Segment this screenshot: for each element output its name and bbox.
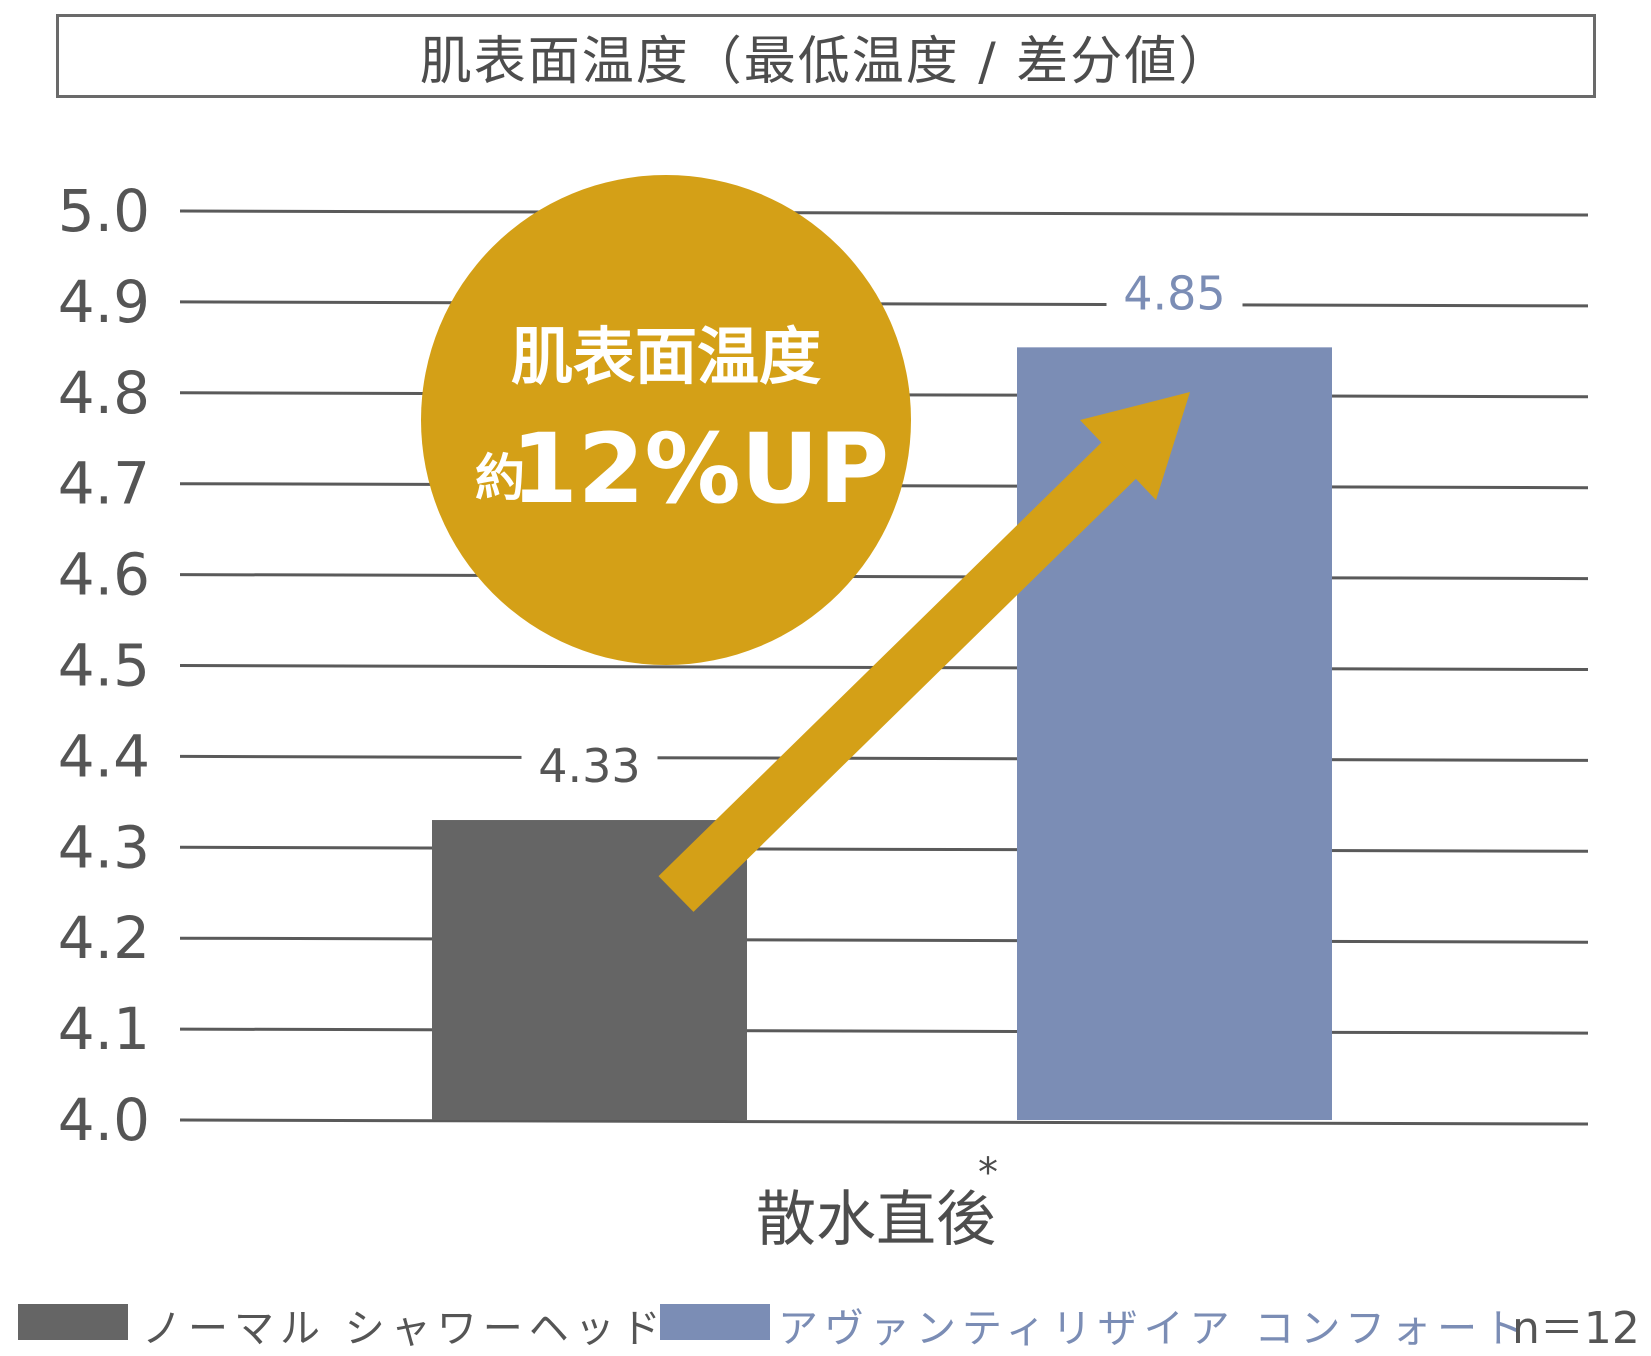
badge-value: 12%UP	[511, 413, 889, 525]
chart-title: 肌表面温度（最低温度 / 差分値）	[56, 14, 1596, 98]
gridline	[179, 573, 1589, 581]
gridline	[179, 1027, 1589, 1035]
y-tick-label: 4.2	[58, 904, 150, 972]
y-tick-label: 4.7	[58, 450, 150, 518]
gridline	[179, 209, 1589, 217]
trend-arrow-head	[1080, 392, 1190, 500]
y-tick-label: 4.6	[58, 541, 150, 609]
y-tick-label: 4.9	[58, 268, 150, 336]
bar-chart: 5.0 4.9 4.8 4.7 4.6 4.5 4.4 4.3 4.2 4.1 4.0 4.33 4.8…	[58, 175, 1589, 1255]
y-tick-label: 4.8	[58, 359, 150, 427]
x-category-label: 散水直後	[756, 1185, 996, 1255]
gridline	[179, 300, 1589, 308]
y-tick-label: 4.0	[58, 1086, 150, 1154]
annotation-badge	[421, 175, 911, 665]
badge-line-1: 肌表面温度	[511, 320, 821, 393]
y-tick-label: 5.0	[58, 177, 150, 245]
legend-label-avanti: アヴァンティリザイア コンフォート	[778, 1306, 1530, 1352]
category-note: *	[978, 1150, 998, 1196]
y-tick-label: 4.4	[58, 722, 150, 790]
y-tick-label: 4.5	[58, 632, 150, 700]
legend-label-normal: ノーマル シャワーヘッド	[142, 1306, 667, 1352]
gridline	[179, 845, 1589, 853]
y-tick-label: 4.1	[58, 995, 150, 1063]
data-label-bg	[521, 742, 658, 797]
bar-1	[1017, 347, 1332, 1121]
trend-arrow-shaft	[658, 412, 1168, 912]
sample-size: n＝12	[1512, 1303, 1640, 1354]
y-tick-label: 4.3	[58, 813, 150, 881]
gridline	[179, 936, 1589, 944]
data-label-1: 4.85	[1123, 266, 1225, 320]
legend-swatch-avanti	[660, 1304, 770, 1340]
legend: ノーマル シャワーヘッド アヴァンティリザイア コンフォート n＝12	[0, 1298, 1651, 1354]
gridline	[179, 754, 1589, 762]
data-label-0: 4.33	[538, 739, 640, 793]
data-label-bg	[1106, 269, 1243, 324]
gridline	[179, 1118, 1589, 1126]
legend-swatch-normal	[18, 1304, 128, 1340]
badge-prefix: 約	[475, 449, 525, 507]
